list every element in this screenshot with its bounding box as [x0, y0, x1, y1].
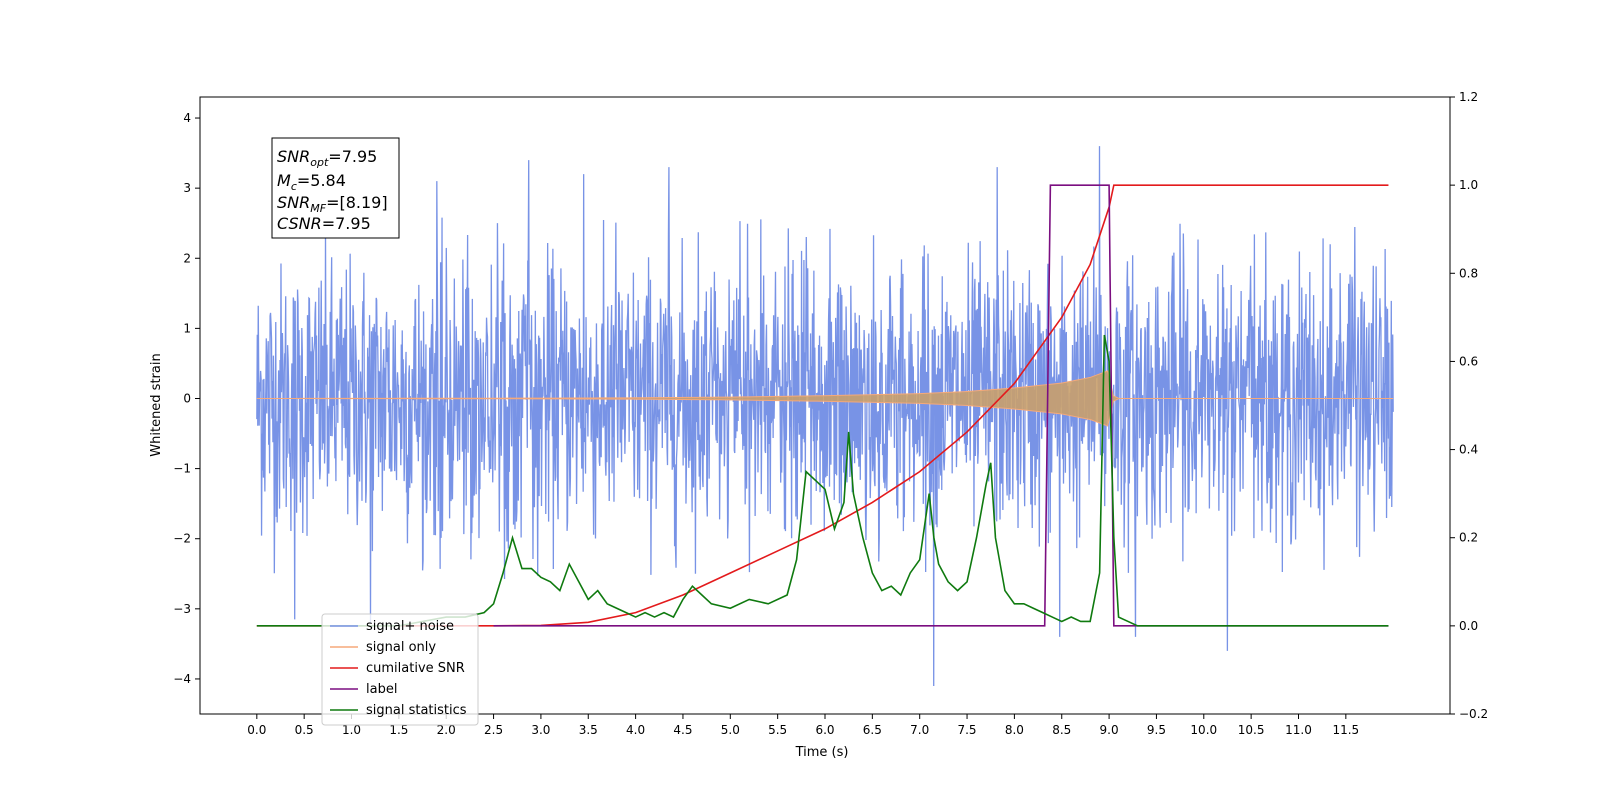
- left-y-tick-label: 3: [183, 181, 191, 195]
- x-tick-label: 3.5: [579, 723, 598, 737]
- annotation-snr-opt: SNRopt=7.95: [277, 147, 377, 169]
- x-tick-label: 2.5: [484, 723, 503, 737]
- x-tick-label: 1.0: [342, 723, 361, 737]
- left-y-tick-label: −3: [173, 602, 191, 616]
- left-y-tick-label: −1: [173, 462, 191, 476]
- x-tick-label: 11.0: [1285, 723, 1312, 737]
- x-tick-label: 9.0: [1100, 723, 1119, 737]
- legend-frame: [321, 613, 479, 726]
- annotation-csnr-value: 7.95: [335, 214, 371, 233]
- x-tick-label: 0.5: [295, 723, 314, 737]
- right-y-tick-label: 0.4: [1459, 443, 1478, 457]
- x-tick-label: 6.0: [815, 723, 834, 737]
- series-line-signal-statistics: [256, 334, 1389, 627]
- x-tick-label: 2.0: [437, 723, 456, 737]
- x-tick-label: 6.5: [863, 723, 882, 737]
- x-tick-label: 9.5: [1147, 723, 1166, 737]
- legend-label: signal statistics: [366, 703, 467, 718]
- right-y-tick-label: 0.2: [1459, 531, 1478, 545]
- noise-series-group: [256, 146, 1394, 686]
- x-axis-label: Time (s): [795, 745, 849, 760]
- x-tick-label: 10.0: [1190, 723, 1217, 737]
- left-y-tick-label: −2: [173, 532, 191, 546]
- right-y-axis-ticks: 1.2 1.0 0.8 0.6 0.4 0.2 0.0 −0.2: [1450, 90, 1488, 721]
- right-y-tick-label: 0.8: [1459, 266, 1478, 280]
- annotation-snr-opt-value: 7.95: [342, 147, 378, 166]
- annotation-mc: Mc=5.84: [277, 171, 346, 193]
- x-tick-label: 10.5: [1238, 723, 1265, 737]
- left-y-tick-label: 1: [183, 321, 191, 335]
- right-y-tick-label: 0.6: [1459, 354, 1478, 368]
- right-y-tick-label: 0.0: [1459, 619, 1478, 633]
- legend-label: cumilative SNR: [366, 661, 465, 676]
- right-y-tick-label: 1.2: [1459, 90, 1478, 104]
- x-tick-label: 1.5: [389, 723, 408, 737]
- series-line-signal-plus-noise: [256, 146, 1394, 686]
- x-tick-label: 8.5: [1052, 723, 1071, 737]
- annotation-frame: [271, 137, 400, 239]
- legend: signal+ noise signal only cumilative SNR la…: [321, 613, 479, 726]
- series-lines-group: [256, 184, 1389, 627]
- x-tick-label: 7.5: [957, 723, 976, 737]
- y-axis-label: Whitened strain: [149, 353, 164, 456]
- x-tick-label: 5.0: [721, 723, 740, 737]
- legend-label: signal+ noise: [366, 619, 454, 634]
- x-tick-label: 8.0: [1005, 723, 1024, 737]
- annotation-csnr: CSNR=7.95: [277, 214, 371, 233]
- right-y-tick-label: −0.2: [1459, 707, 1488, 721]
- annotation-mc-value: 5.84: [310, 171, 346, 190]
- x-tick-label: 4.0: [626, 723, 645, 737]
- annotation-snr-mf-value: [8.19]: [339, 193, 387, 212]
- left-y-tick-label: 2: [183, 251, 191, 265]
- x-tick-label: 0.0: [247, 723, 266, 737]
- x-tick-label: 11.5: [1332, 723, 1359, 737]
- left-y-tick-label: −4: [173, 672, 191, 686]
- right-y-tick-label: 1.0: [1459, 178, 1478, 192]
- legend-label: label: [366, 682, 397, 697]
- snr-annotation-box: SNRopt=7.95 Mc=5.84 SNRMF=[8.19] CSNR=7.…: [271, 137, 400, 239]
- annotation-snr-mf: SNRMF=[8.19]: [277, 193, 388, 215]
- left-y-axis-ticks: 4 3 2 1 0 −1 −2 −3 −4: [173, 111, 200, 686]
- x-tick-label: 3.0: [531, 723, 550, 737]
- x-tick-label: 4.5: [673, 723, 692, 737]
- legend-label: signal only: [366, 640, 436, 655]
- left-y-tick-label: 4: [183, 111, 191, 125]
- x-tick-label: 5.5: [768, 723, 787, 737]
- left-y-tick-label: 0: [183, 391, 191, 405]
- x-axis-ticks: 0.0 0.5 1.0 1.5 2.0 2.5 3.0 3.5 4.0 4.5 5.0 5.5 6.0 6…: [247, 714, 1359, 737]
- x-tick-label: 7.0: [910, 723, 929, 737]
